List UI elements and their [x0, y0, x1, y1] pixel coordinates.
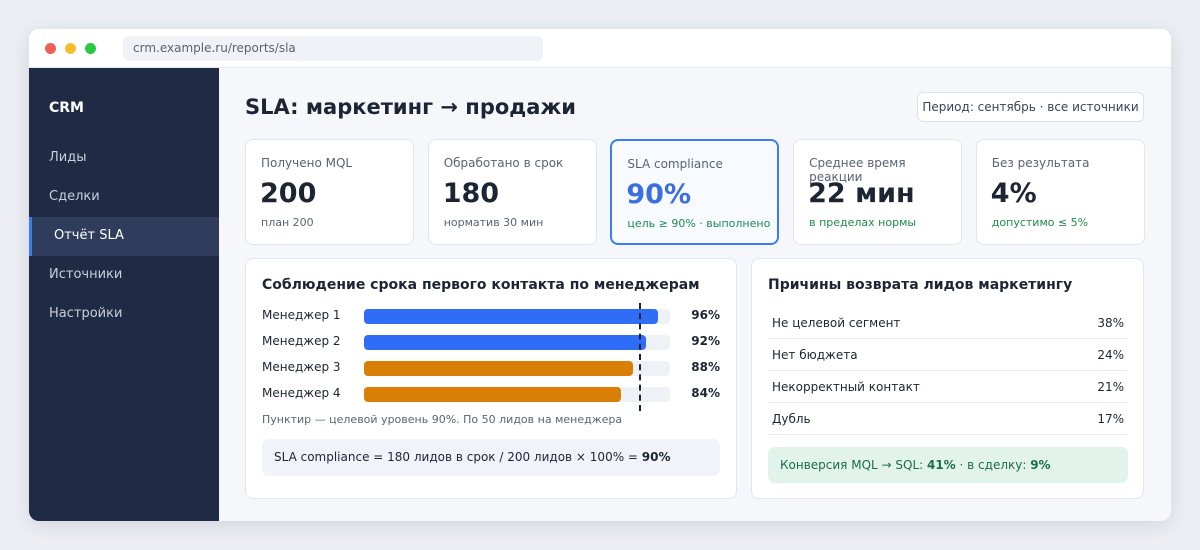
kpi-value: 90% [626, 179, 692, 210]
reason-row: Не целевой сегмент 38% [768, 307, 1128, 339]
reason-row: Некорректный контакт 21% [768, 371, 1128, 403]
bar [364, 361, 634, 376]
conversion-value: 9% [1030, 458, 1051, 472]
reason-label: Дубль [772, 412, 811, 426]
value-label: 96% [691, 308, 720, 322]
period-filter[interactable]: Период: сентябрь · все источники [917, 92, 1144, 122]
formula: SLA compliance = 180 лидов в срок / 200 … [274, 450, 642, 464]
manager-chart-panel: Соблюдение срока первого контакта по мен… [245, 258, 737, 499]
conversion-box: Конверсия MQL → SQL: 41% · в сделку: 9% [768, 447, 1128, 483]
kpi-note: цель ≥ 90% · выполнено [627, 217, 771, 230]
conversion-text: Конверсия MQL → SQL: [780, 458, 927, 472]
reason-label: Не целевой сегмент [772, 316, 901, 330]
reasons-panel: Причины возврата лидов маркетингу Конвер… [751, 258, 1144, 499]
kpi-label: Получено MQL [261, 156, 353, 170]
page-title: SLA: маркетинг → продажи [245, 95, 577, 119]
chart-note: Пунктир — целевой уровень 90%. По 50 лид… [262, 413, 623, 426]
maximize-dot[interactable] [85, 43, 96, 54]
kpi-label: Обработано в срок [443, 156, 564, 170]
reason-label: Некорректный контакт [772, 380, 920, 394]
panel-title: Соблюдение срока первого контакта по мен… [262, 277, 700, 293]
kpi-value: 180 [442, 178, 500, 209]
bar-label: Менеджер 1 [262, 308, 341, 322]
kpi-card: Среднее время реакции 22 мин в пределах но… [793, 139, 963, 245]
bar [364, 387, 622, 402]
reason-label: Нет бюджета [772, 348, 858, 362]
panel-title: Причины возврата лидов маркетингу [768, 277, 1073, 293]
kpi-value: 4% [990, 178, 1037, 209]
kpi-label: SLA compliance [627, 157, 723, 171]
reason-row: Нет бюджета 24% [768, 339, 1128, 371]
browser-window: crm.example.ru/reports/sla CRM Лиды Сделк… [29, 29, 1171, 521]
kpi-card: Без результата 4% допустимо ≤ 5% [975, 139, 1145, 245]
conversion-value: 41% [926, 458, 956, 472]
nav-item[interactable]: Настройки [49, 306, 123, 321]
kpi-note: в пределах нормы [809, 216, 917, 229]
browser-bar: crm.example.ru/reports/sla [29, 29, 1171, 68]
bar-label: Менеджер 3 [262, 360, 341, 374]
nav-item[interactable]: Источники [49, 267, 123, 282]
kpi-card: Обработано в срок 180 норматив 30 мин [427, 139, 597, 245]
kpi-card: Получено MQL 200 план 200 [245, 139, 414, 245]
bar-label: Менеджер 4 [262, 386, 341, 400]
value-label: 92% [691, 334, 720, 348]
kpi-note: допустимо ≤ 5% [991, 216, 1089, 229]
nav-item[interactable]: Отчёт SLA [29, 217, 219, 256]
value-label: 88% [691, 360, 720, 374]
reason-share: 17% [1097, 412, 1124, 426]
formula-result: 90% [641, 450, 671, 464]
bar-label: Менеджер 2 [262, 334, 341, 348]
formula-box: SLA compliance = 180 лидов в срок / 200 … [262, 439, 720, 476]
close-dot[interactable] [45, 43, 56, 54]
kpi-note: план 200 [261, 216, 314, 229]
brand: CRM [49, 100, 84, 116]
kpi-value: 22 мин [808, 178, 915, 209]
kpi-value: 200 [260, 178, 317, 209]
minimize-dot[interactable] [65, 43, 76, 54]
kpi-label: Среднее время реакции [809, 156, 906, 184]
reason-row: Дубль 17% [768, 403, 1128, 435]
bar [364, 309, 658, 324]
bar [364, 335, 646, 350]
target-line [639, 303, 642, 411]
reason-share: 21% [1097, 380, 1124, 394]
kpi-label: Без результата [991, 156, 1090, 170]
kpi-card: SLA compliance 90% цель ≥ 90% · выполнено [610, 139, 780, 245]
conversion-text: · в сделку: [955, 458, 1031, 472]
nav-item[interactable]: Лиды [49, 150, 87, 165]
kpi-note: норматив 30 мин [443, 216, 544, 229]
url-bar[interactable]: crm.example.ru/reports/sla [123, 36, 543, 61]
reason-share: 38% [1097, 316, 1124, 330]
reason-share: 24% [1097, 348, 1124, 362]
value-label: 84% [691, 386, 720, 400]
sidebar: CRM Лиды Сделки Отчёт SLA Источники Настройк… [29, 68, 219, 521]
nav-item[interactable]: Сделки [49, 189, 100, 204]
